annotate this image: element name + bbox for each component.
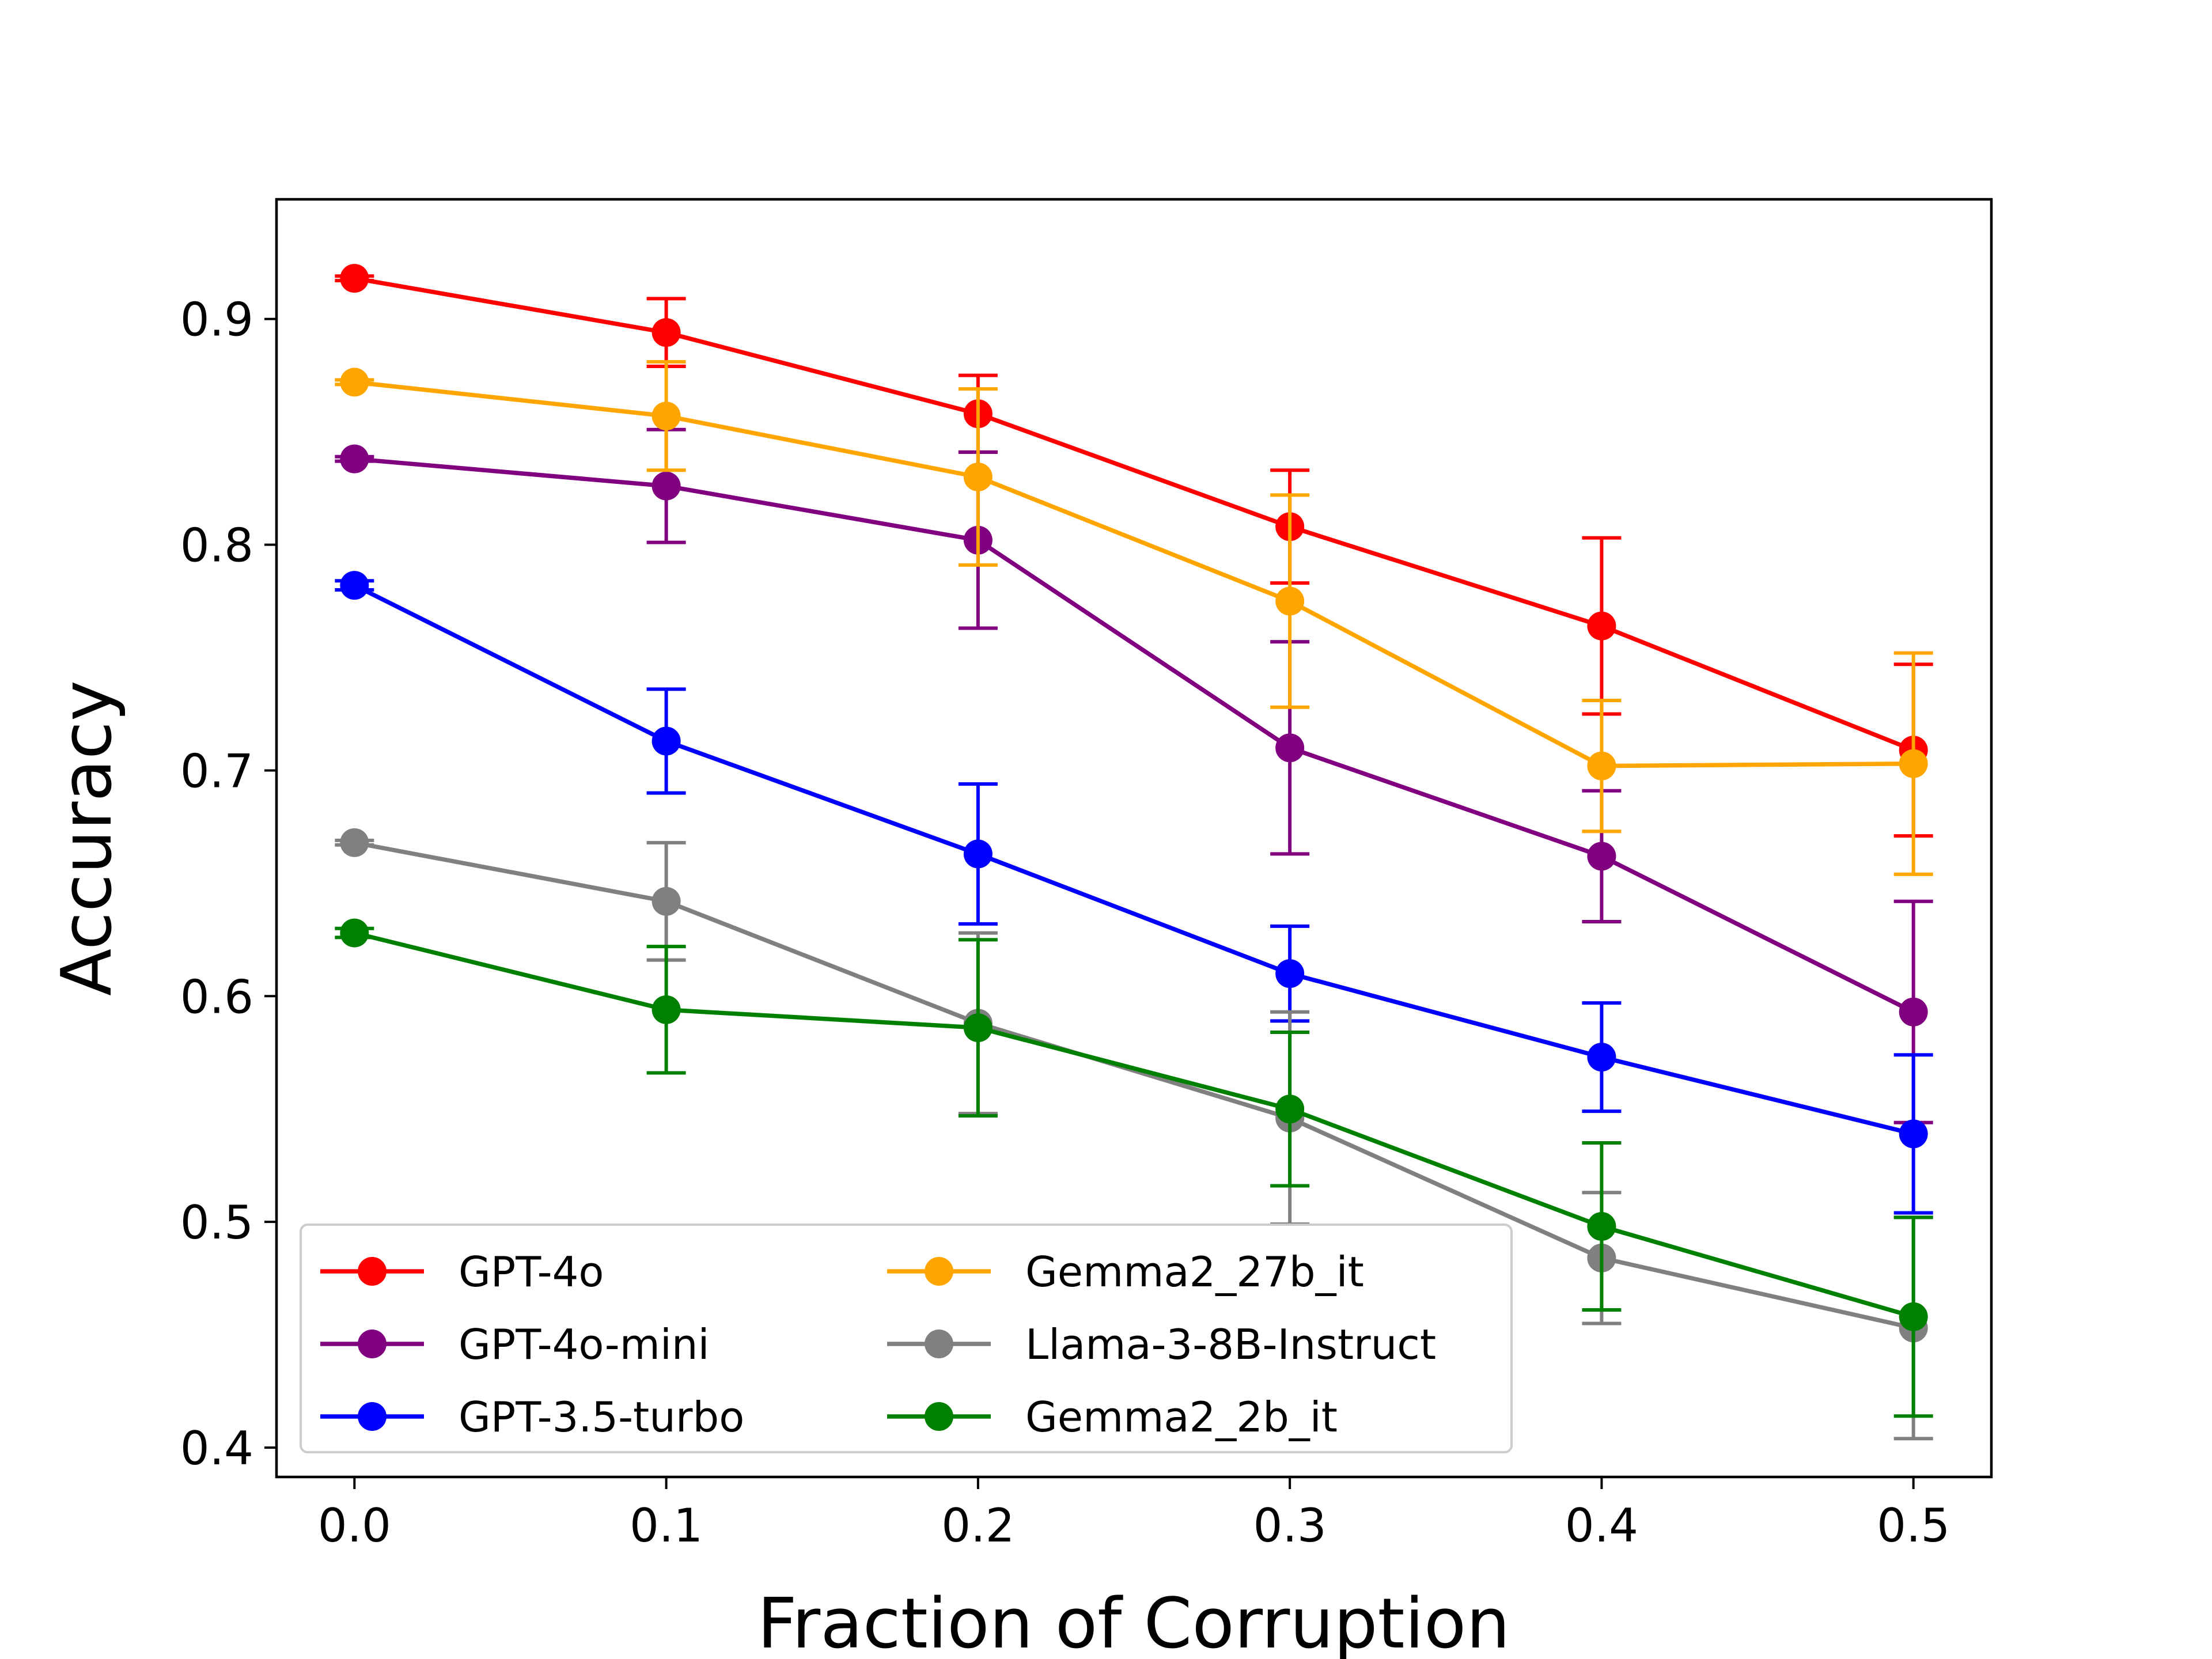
data-point xyxy=(963,463,993,492)
legend-marker xyxy=(358,1257,387,1286)
series-line xyxy=(354,930,1914,1319)
legend-item: GPT-3.5-turbo xyxy=(320,1393,744,1441)
data-point xyxy=(1587,611,1616,641)
legend-marker xyxy=(925,1330,953,1358)
legend: GPT-4o GPT-4o-mini GPT-3.5-turbo Gemma2_27b… xyxy=(300,1224,1513,1453)
data-point xyxy=(340,368,369,397)
y-tick-label: 0.5 xyxy=(180,1196,253,1249)
data-point xyxy=(652,402,681,431)
data-point xyxy=(1275,959,1305,988)
data-point xyxy=(1899,1302,1928,1331)
data-point xyxy=(1275,1094,1305,1124)
data-point xyxy=(1587,751,1616,781)
legend-label: Llama-3-8B-Instruct xyxy=(1025,1320,1436,1369)
series-line xyxy=(354,276,1915,752)
legend-marker xyxy=(358,1402,387,1431)
data-point xyxy=(652,887,681,916)
y-tick-label: 0.6 xyxy=(180,970,253,1024)
y-tick-label: 0.9 xyxy=(180,293,253,347)
x-tick-label: 0.3 xyxy=(1253,1499,1327,1552)
data-point xyxy=(1275,733,1305,763)
x-axis-title: Fraction of Corruption xyxy=(757,1584,1510,1659)
plot-marks xyxy=(335,264,1933,1441)
legend-item: GPT-4o-mini xyxy=(320,1320,710,1369)
data-point xyxy=(1275,586,1305,616)
plot-frame xyxy=(275,198,1993,1479)
legend-label: Gemma2_27b_it xyxy=(1025,1248,1364,1296)
legend-label: Gemma2_2b_it xyxy=(1025,1393,1338,1441)
data-point xyxy=(1587,1043,1616,1072)
data-point xyxy=(652,995,681,1024)
data-point xyxy=(1899,749,1928,778)
x-tick-label: 0.0 xyxy=(318,1499,391,1552)
y-axis-title: Accuracy xyxy=(47,680,127,996)
data-point xyxy=(652,726,681,756)
y-tick-label: 0.8 xyxy=(180,519,253,573)
legend-label: GPT-4o-mini xyxy=(459,1320,710,1369)
y-axis: 0.4 0.5 0.6 0.7 0.8 0.9 xyxy=(180,293,276,1475)
legend-box xyxy=(300,1224,1513,1453)
data-point xyxy=(1587,842,1616,871)
x-tick-label: 0.2 xyxy=(941,1499,1014,1552)
legend-marker xyxy=(925,1402,953,1431)
x-axis: 0.0 0.1 0.2 0.3 0.4 0.5 xyxy=(318,1477,1950,1552)
legend-item: Llama-3-8B-Instruct xyxy=(887,1320,1436,1369)
data-point xyxy=(340,828,369,857)
data-point xyxy=(652,318,681,347)
data-point xyxy=(963,839,993,869)
y-tick-label: 0.4 xyxy=(180,1422,253,1475)
legend-label: GPT-4o xyxy=(459,1248,604,1296)
series-line xyxy=(354,380,1914,768)
data-point xyxy=(340,444,369,474)
legend-marker xyxy=(358,1330,387,1358)
series-line xyxy=(353,583,1914,1136)
legend-marker xyxy=(925,1257,953,1286)
series-gpt-3-5-turbo xyxy=(335,571,1933,1215)
legend-item: Gemma2_2b_it xyxy=(887,1393,1338,1441)
y-tick-label: 0.7 xyxy=(180,744,253,798)
data-point xyxy=(340,918,369,948)
legend-item: Gemma2_27b_it xyxy=(887,1248,1364,1296)
series-gemma2-27b-it xyxy=(335,360,1933,876)
x-tick-label: 0.5 xyxy=(1877,1499,1950,1552)
data-point xyxy=(340,264,369,293)
x-tick-label: 0.4 xyxy=(1565,1499,1638,1552)
data-point xyxy=(963,1013,993,1043)
series-gemma2-2b-it xyxy=(335,918,1933,1418)
data-point xyxy=(1587,1212,1616,1241)
legend-item: GPT-4o xyxy=(320,1248,604,1296)
data-point xyxy=(340,571,369,600)
data-point xyxy=(1899,1119,1928,1149)
data-point xyxy=(1899,997,1928,1027)
x-tick-label: 0.1 xyxy=(630,1499,703,1552)
legend-label: GPT-3.5-turbo xyxy=(459,1393,744,1441)
data-point xyxy=(652,471,681,501)
series-line xyxy=(354,456,1915,1014)
series-line xyxy=(354,840,1914,1331)
